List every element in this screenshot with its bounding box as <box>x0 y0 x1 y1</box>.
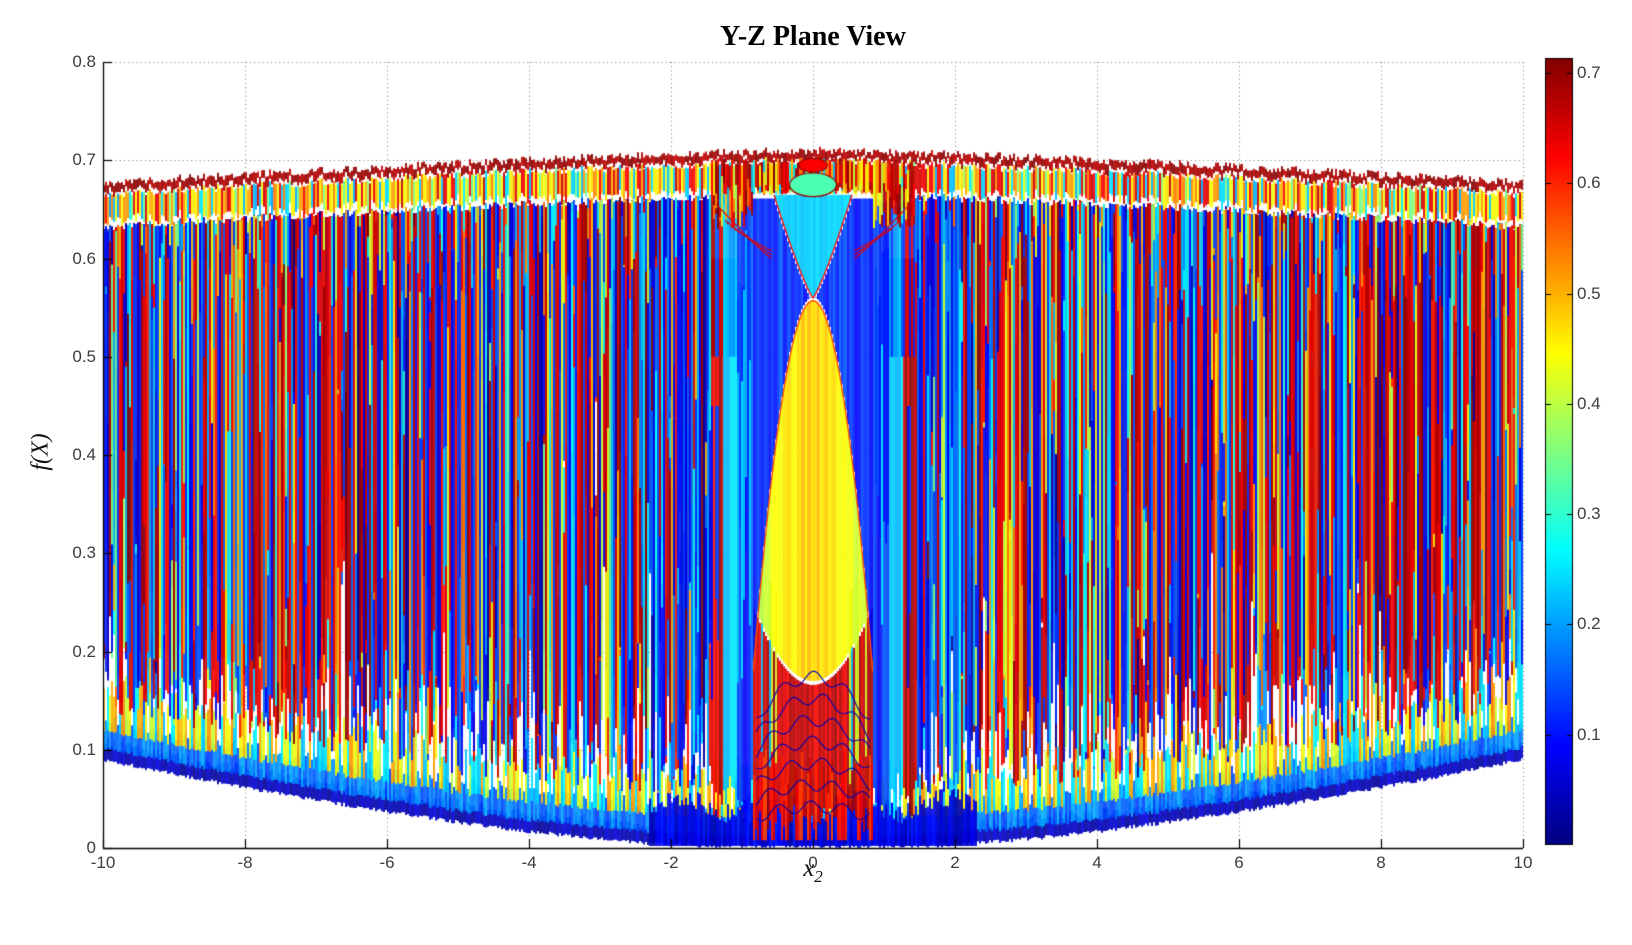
x-axis-label: x2 <box>103 855 1523 887</box>
colorbar-tick-label: 0.5 <box>1577 283 1601 303</box>
colorbar-tick-label: 0.4 <box>1577 393 1601 413</box>
y-tick-label: 0.1 <box>72 739 96 759</box>
x-tick-label: 0 <box>808 853 818 872</box>
y-tick-label: 0.5 <box>72 346 96 366</box>
x-tick-label: 8 <box>1376 853 1386 872</box>
x-tick-label: 2 <box>950 853 960 872</box>
x-tick-label: -10 <box>90 853 116 872</box>
y-tick-label: 0.2 <box>72 641 96 661</box>
colorbar-tick-label: 0.7 <box>1577 62 1601 82</box>
y-tick-label: 0.4 <box>72 445 96 464</box>
y-tick-label: 0 <box>86 838 96 857</box>
colorbar-tick-label: 0.2 <box>1577 614 1601 634</box>
y-tick-label: 0.7 <box>72 150 96 170</box>
x-tick-label: 6 <box>1234 853 1244 872</box>
y-tick-label: 0.6 <box>72 248 96 268</box>
plot-title: Y-Z Plane View <box>720 21 906 52</box>
y-tick-label: 0.3 <box>72 543 96 563</box>
y-tick-label: 0.8 <box>72 52 96 71</box>
x-tick-label: -4 <box>521 853 537 872</box>
x-axis-label-subscript: 2 <box>814 867 823 886</box>
x-tick-label: -2 <box>663 853 679 872</box>
x-tick-label: -6 <box>379 853 395 872</box>
colorbar-tick-label: 0.6 <box>1577 173 1601 193</box>
colorbar-tick-label: 0.1 <box>1577 724 1601 744</box>
x-axis-label-base: x <box>803 855 815 882</box>
x-tick-label: 10 <box>1513 853 1533 872</box>
colorbar-tick-label: 0.3 <box>1577 504 1601 524</box>
x-tick-label: -8 <box>237 853 253 872</box>
x-tick-label: 4 <box>1092 853 1102 872</box>
